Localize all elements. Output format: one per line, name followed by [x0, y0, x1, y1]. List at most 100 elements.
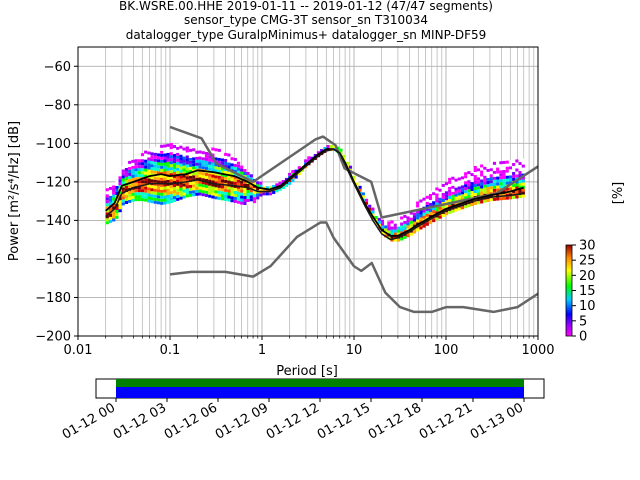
density-cell [441, 186, 445, 190]
x-axis-label: Period [s] [276, 364, 338, 379]
density-cell [428, 199, 433, 203]
time-tick-label: 01-12 09 [213, 400, 271, 442]
density-cell [483, 184, 487, 188]
density-cell [140, 174, 145, 178]
density-cell [464, 184, 468, 188]
density-cell [124, 173, 129, 177]
density-cell [208, 167, 212, 171]
density-cell [156, 162, 161, 166]
density-cell [108, 186, 113, 190]
density-cell [166, 191, 170, 195]
density-cell [176, 152, 180, 156]
density-cell [172, 177, 177, 181]
density-cell [521, 182, 525, 186]
density-cell [435, 196, 439, 200]
density-cell [192, 163, 196, 167]
density-cell [489, 180, 493, 184]
density-cell [457, 174, 461, 178]
density-cell [195, 165, 199, 169]
density-cell [147, 169, 151, 173]
density-cell [406, 234, 410, 238]
density-cell [121, 187, 125, 191]
density-cell [464, 175, 468, 179]
density-cell [249, 189, 253, 193]
density-cell [233, 196, 237, 200]
density-cell [105, 209, 109, 213]
density-cell [412, 221, 417, 225]
density-cell [211, 147, 215, 151]
density-cell [118, 209, 122, 213]
density-cell [390, 226, 394, 230]
density-cell [246, 183, 250, 187]
density-cell [444, 197, 449, 201]
density-cell [233, 166, 237, 170]
density-cell [515, 162, 519, 166]
density-cell [179, 163, 183, 167]
density-cell [121, 199, 125, 203]
density-cell [131, 198, 135, 202]
density-cell [521, 158, 525, 162]
density-cell [166, 158, 170, 162]
density-cell [240, 195, 244, 199]
density-cell [240, 165, 244, 169]
density-cell [243, 183, 247, 187]
density-cell [384, 219, 388, 223]
density-cell [451, 191, 455, 195]
density-cell [416, 204, 420, 208]
density-cell [457, 180, 461, 184]
density-cell [512, 159, 516, 163]
density-cell [153, 164, 157, 168]
density-cell [112, 188, 116, 192]
density-cell [163, 177, 167, 181]
density-cell [179, 178, 183, 182]
density-cell [163, 183, 167, 187]
density-cell [435, 202, 439, 206]
density-cell [300, 162, 305, 166]
density-cell [169, 158, 173, 162]
density-cell [444, 212, 449, 216]
density-cell [236, 167, 241, 171]
density-cell [518, 165, 522, 169]
density-cell [134, 165, 138, 169]
density-cell [416, 213, 420, 217]
density-cell [128, 178, 132, 182]
density-cell [428, 220, 433, 224]
density-cell [150, 158, 154, 162]
density-cell [134, 192, 138, 196]
density-cell [422, 203, 426, 207]
density-cell [160, 171, 164, 175]
density-cell [278, 181, 282, 185]
density-cell [166, 197, 170, 201]
density-cell [358, 188, 362, 192]
density-cell [169, 188, 173, 192]
density-cell [169, 161, 173, 165]
density-cell [156, 195, 161, 199]
density-cell [227, 174, 231, 178]
density-cell [515, 186, 519, 190]
density-cell [508, 196, 513, 200]
density-cell [163, 180, 167, 184]
density-cell [387, 224, 391, 228]
density-cell [473, 174, 477, 178]
density-cell [502, 175, 506, 179]
density-cell [204, 154, 209, 158]
density-cell [192, 193, 196, 197]
density-cell [166, 170, 170, 174]
density-cell [144, 150, 148, 154]
density-cell [105, 206, 109, 210]
density-cell [134, 156, 138, 160]
density-cell [214, 193, 218, 197]
density-cell [134, 174, 138, 178]
density-cell [438, 215, 442, 219]
density-cell [156, 165, 161, 169]
colorbar-label: [%] [611, 182, 626, 205]
density-cell [249, 186, 253, 190]
density-cell [224, 155, 228, 159]
density-cell [521, 167, 525, 171]
density-cell [211, 165, 215, 169]
density-cell [387, 221, 391, 225]
density-cell [460, 191, 465, 195]
density-cell [214, 187, 218, 191]
density-cell [160, 174, 164, 178]
